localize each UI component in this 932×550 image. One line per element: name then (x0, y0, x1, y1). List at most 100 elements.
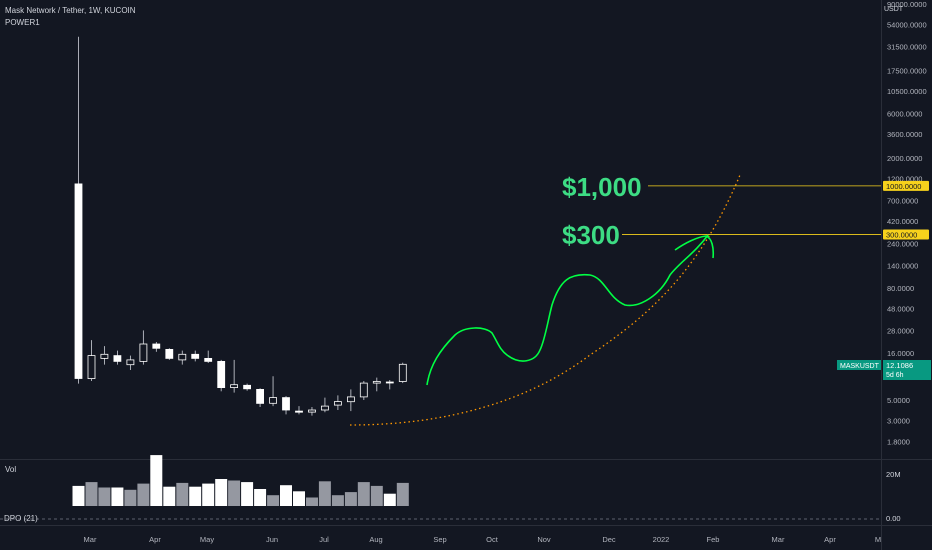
price-tick-label: 420.0000 (887, 217, 918, 226)
volume-bar (331, 495, 344, 506)
candle (139, 330, 148, 365)
time-tick-label: Oct (486, 535, 499, 544)
volume-bar (318, 481, 331, 506)
level-1000-label: 1000.0000 (886, 182, 921, 191)
volume-bar (267, 495, 280, 506)
price-tick-label: 48.0000 (887, 305, 914, 314)
candle (346, 389, 355, 412)
price-tick-label: 140.0000 (887, 261, 918, 270)
candle-body (385, 381, 394, 384)
candlestick-series (74, 36, 407, 416)
level-300-badge: 300.0000 (883, 229, 929, 240)
dpo-pane-title: DPO (21) (4, 514, 38, 523)
candle (191, 350, 200, 362)
candle (385, 380, 394, 390)
indicator-label[interactable]: POWER1 (5, 18, 40, 27)
volume-bar (85, 482, 98, 506)
candle (165, 348, 174, 360)
last-price-marker: MASKUSDT 12.1086 5d 6h (837, 360, 931, 380)
price-tick-label: 54000.0000 (887, 21, 927, 30)
candle (87, 340, 96, 381)
price-tick-label: 80.0000 (887, 284, 914, 293)
indicator-name: POWER1 (5, 18, 40, 27)
price-tick-label: 6000.0000 (887, 110, 922, 119)
time-tick-label: May (200, 535, 214, 544)
time-tick-label: Apr (149, 535, 161, 544)
candle-body (165, 348, 174, 359)
volume-bar (344, 492, 357, 506)
price-tick-label: 10500.0000 (887, 87, 927, 96)
volume-scale-label: 20M (886, 470, 901, 479)
time-tick-label: Feb (707, 535, 720, 544)
candle (204, 350, 213, 363)
time-axis[interactable]: Mar Apr May Jun Jul Aug Sep Oct Nov Dec 2022 Feb Mar… (84, 535, 882, 544)
volume-bar (98, 487, 111, 506)
symbol-title[interactable]: Mask Network / Tether, 1W, KUCOIN (5, 6, 136, 15)
candle-body (269, 397, 278, 404)
price-tick-label: 1.8000 (887, 437, 910, 446)
volume-bar (124, 489, 137, 506)
candle (320, 397, 329, 413)
volume-bar (357, 482, 370, 506)
price-tick-label: 3.0000 (887, 417, 910, 426)
volume-bar (306, 497, 318, 506)
candle-body (295, 410, 303, 413)
level-300-label: 300.0000 (886, 231, 917, 240)
candle-body (100, 353, 109, 359)
volume-bar (202, 483, 215, 506)
projected-path (426, 234, 709, 386)
target-300-annotation: $300 (562, 220, 620, 250)
candle (74, 36, 83, 384)
candle (256, 388, 265, 407)
candle-body (204, 357, 213, 362)
candle (359, 381, 368, 400)
price-badge (883, 360, 931, 380)
candle-body (152, 343, 161, 349)
price-axis[interactable]: 90000.0000 54000.0000 31500.0000 17500.0000… (887, 0, 927, 446)
candle (308, 407, 316, 416)
candle (217, 359, 226, 392)
price-tick-label: 16.0000 (887, 349, 914, 358)
candle (113, 350, 122, 365)
time-tick-label: Mar (84, 535, 97, 544)
volume-bar (111, 487, 124, 506)
candle-body (74, 183, 83, 379)
candle-body (282, 397, 290, 411)
last-price-value: 12.1086 (886, 361, 913, 370)
price-tick-label: 31500.0000 (887, 43, 927, 52)
time-tick-label: Dec (602, 535, 616, 544)
volume-bar (280, 485, 292, 506)
volume-bar (370, 485, 383, 506)
time-tick-label: Jun (266, 535, 278, 544)
candle (230, 359, 239, 393)
time-tick-label: Apr (824, 535, 836, 544)
price-tick-label: 1200.0000 (887, 175, 922, 184)
volume-bar (293, 491, 305, 506)
price-tick-label: 3600.0000 (887, 130, 922, 139)
candle (282, 396, 290, 415)
candle (178, 350, 187, 365)
price-tick-label: 90000.0000 (887, 0, 927, 9)
candle-body (333, 401, 342, 406)
volume-series (72, 455, 409, 506)
volume-bar (396, 482, 409, 506)
volume-bar (72, 485, 85, 506)
candle-body (243, 384, 252, 390)
candle-body (398, 363, 407, 382)
volume-pane-title: Vol (5, 465, 16, 474)
candle (100, 346, 109, 365)
candle-body (113, 355, 122, 362)
price-tick-label: 17500.0000 (887, 66, 927, 75)
volume-bar (215, 479, 228, 506)
candle (295, 406, 303, 415)
time-tick-label: Mar (772, 535, 785, 544)
candle-body (230, 384, 239, 389)
candle (126, 355, 135, 370)
time-tick-label: Nov (537, 535, 551, 544)
target-1000-annotation: $1,000 (562, 172, 642, 202)
time-tick-label: Jul (319, 535, 329, 544)
volume-bar (176, 482, 189, 506)
candle-body (139, 343, 148, 362)
price-tick-label: 700.0000 (887, 196, 918, 205)
